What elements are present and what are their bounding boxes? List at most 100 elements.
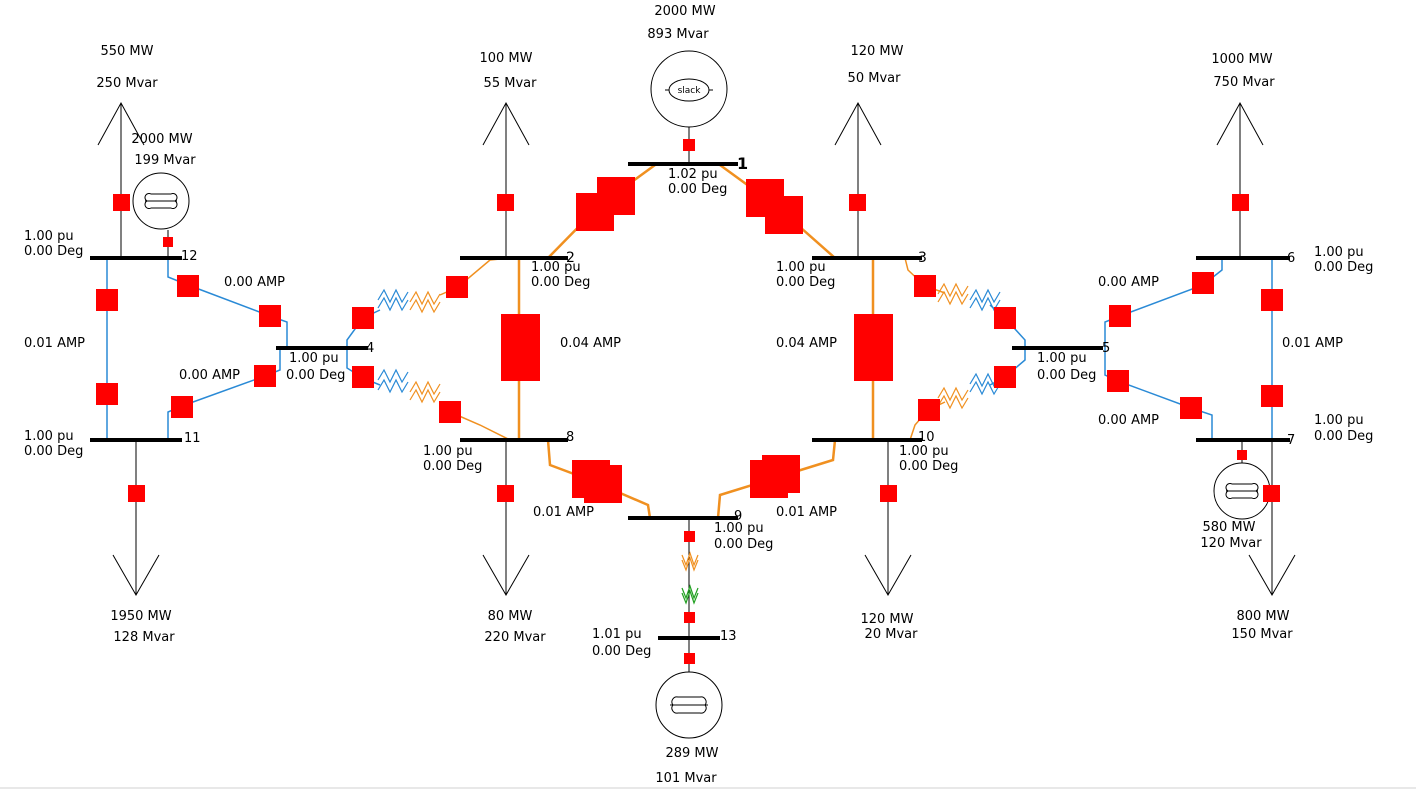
breaker-6-7-a[interactable] — [1261, 289, 1283, 311]
load-3-arrow-icon[interactable] — [834, 101, 882, 258]
breaker-xfmr-3-5-a[interactable] — [914, 275, 936, 297]
generator-1-slack-icon[interactable]: slack — [650, 50, 728, 162]
transformers — [377, 282, 1001, 605]
bus-6-deg: 0.00 Deg — [1314, 260, 1373, 275]
gen-7-mvar: 120 Mvar — [1200, 536, 1262, 551]
breaker-load-10[interactable] — [880, 485, 897, 502]
gen-13-mw: 289 MW — [665, 746, 718, 761]
bus-3-pu: 1.00 pu — [776, 260, 826, 275]
breaker-xfmr-8-4-b[interactable] — [352, 366, 374, 388]
load-3-mw: 120 MW — [850, 44, 903, 59]
load-2-arrow-icon[interactable] — [482, 101, 530, 258]
bus-4-pu: 1.00 pu — [289, 351, 339, 366]
load-10-mw: 120 MW — [860, 612, 913, 627]
load-10-arrow-icon[interactable] — [864, 440, 912, 597]
breaker-load-8[interactable] — [497, 485, 514, 502]
breaker-6-7-b[interactable] — [1261, 385, 1283, 407]
breaker-5-6-a[interactable] — [1109, 305, 1131, 327]
bus-4-deg: 0.00 Deg — [286, 368, 345, 383]
flow-box-1-2-b[interactable] — [576, 193, 614, 231]
breaker-xfmr-8-4-a[interactable] — [439, 401, 461, 423]
breaker-xfmr-10-5-b[interactable] — [994, 366, 1016, 388]
bus-13-pu: 1.01 pu — [592, 627, 642, 642]
breaker-xfmr-3-5-b[interactable] — [994, 307, 1016, 329]
generator-7-icon[interactable] — [1213, 440, 1271, 520]
breaker-9-13-a[interactable] — [684, 531, 695, 542]
breaker-gen-12[interactable] — [163, 237, 173, 247]
flow-box-1-3-b[interactable] — [765, 196, 803, 234]
flow-3-10-label: 0.04 AMP — [776, 336, 837, 351]
breaker-12-4-a[interactable] — [177, 275, 199, 297]
generator-13-icon[interactable] — [655, 638, 723, 739]
labels: 1 2 3 4 5 6 7 8 9 10 11 12 13 1.02 pu 0.… — [24, 4, 1373, 786]
breaker-5-7-b[interactable] — [1180, 397, 1202, 419]
flow-box-3-10[interactable] — [854, 314, 893, 381]
line-12-4[interactable] — [167, 258, 288, 348]
load-12-arrow-icon[interactable] — [97, 101, 145, 258]
breaker-12-11-b[interactable] — [96, 383, 118, 405]
line-11-4[interactable] — [167, 348, 281, 440]
bus-4-number: 4 — [366, 341, 374, 356]
load-8-arrow-icon[interactable] — [482, 440, 530, 597]
bus-11-pu: 1.00 pu — [24, 429, 74, 444]
breaker-xfmr-2-4-a[interactable] — [446, 276, 468, 298]
breaker-gen-13[interactable] — [684, 653, 695, 664]
bus-1-pu: 1.02 pu — [668, 167, 718, 182]
breaker-load-2[interactable] — [497, 194, 514, 211]
bus-5-pu: 1.00 pu — [1037, 351, 1087, 366]
transformer-8-4-icon[interactable] — [377, 368, 441, 404]
bus-13-number: 13 — [720, 629, 737, 644]
gen-12-mw: 2000 MW — [131, 132, 192, 147]
generators: slack — [132, 50, 1271, 739]
load-12-mw: 550 MW — [100, 44, 153, 59]
breaker-load-3[interactable] — [849, 194, 866, 211]
breaker-gen-7[interactable] — [1237, 450, 1247, 460]
bus-1-deg: 0.00 Deg — [668, 182, 727, 197]
breaker-load-6[interactable] — [1232, 194, 1249, 211]
bus-9-pu: 1.00 pu — [714, 521, 764, 536]
bus-7-deg: 0.00 Deg — [1314, 429, 1373, 444]
flow-box-10-9-b[interactable] — [750, 460, 788, 498]
bus-12-deg: 0.00 Deg — [24, 244, 83, 259]
breaker-gen-1[interactable] — [683, 139, 695, 151]
breaker-xfmr-2-4-b[interactable] — [352, 307, 374, 329]
breaker-12-11-a[interactable] — [96, 289, 118, 311]
transformer-10-5-icon[interactable] — [937, 372, 1001, 410]
gen-13-mvar: 101 Mvar — [655, 771, 717, 786]
flow-box-2-8[interactable] — [501, 314, 540, 381]
flow-5-7-label: 0.00 AMP — [1098, 413, 1159, 428]
breaker-11-4-a[interactable] — [171, 396, 193, 418]
breaker-11-4-b[interactable] — [254, 365, 276, 387]
breaker-xfmr-10-5-a[interactable] — [918, 399, 940, 421]
generator-12-icon[interactable] — [132, 172, 190, 258]
breaker-9-13-b[interactable] — [684, 612, 695, 623]
transformer-2-4-icon[interactable] — [377, 288, 441, 314]
load-7-arrow-icon[interactable] — [1248, 440, 1296, 597]
load-7-mw: 800 MW — [1236, 609, 1289, 624]
gen-12-mvar: 199 Mvar — [134, 153, 196, 168]
breaker-load-12[interactable] — [113, 194, 130, 211]
flow-12-11-label: 0.01 AMP — [24, 336, 85, 351]
bus-10-deg: 0.00 Deg — [899, 459, 958, 474]
breaker-load-7[interactable] — [1263, 485, 1280, 502]
bus-2-pu: 1.00 pu — [531, 260, 581, 275]
flow-9-10-label: 0.01 AMP — [776, 505, 837, 520]
load-2-mw: 100 MW — [479, 51, 532, 66]
line-5-7[interactable] — [1104, 348, 1213, 440]
breaker-12-4-b[interactable] — [259, 305, 281, 327]
breaker-5-6-b[interactable] — [1192, 272, 1214, 294]
transformer-9-13-icon[interactable] — [681, 551, 699, 605]
line-5-6[interactable] — [1104, 258, 1223, 348]
breaker-5-7-a[interactable] — [1107, 370, 1129, 392]
slack-label: slack — [678, 86, 702, 96]
bottom-divider — [0, 787, 1416, 789]
flow-box-8-9-b[interactable] — [584, 465, 622, 503]
load-6-arrow-icon[interactable] — [1216, 101, 1264, 258]
bus-10-pu: 1.00 pu — [899, 444, 949, 459]
load-11-mvar: 128 Mvar — [113, 630, 175, 645]
transformer-3-5-icon[interactable] — [937, 282, 1001, 312]
breaker-load-11[interactable] — [128, 485, 145, 502]
load-11-arrow-icon[interactable] — [112, 440, 160, 597]
load-7-mvar: 150 Mvar — [1231, 627, 1293, 642]
